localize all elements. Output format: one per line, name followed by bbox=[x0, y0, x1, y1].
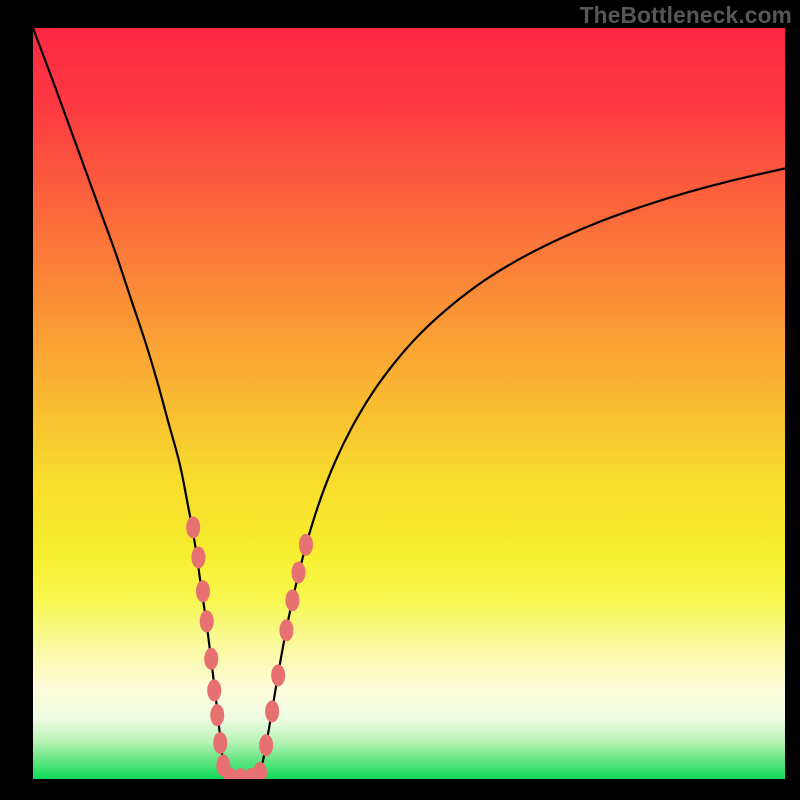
data-marker bbox=[192, 547, 205, 568]
data-marker bbox=[272, 665, 285, 686]
data-marker bbox=[205, 648, 218, 669]
data-marker bbox=[260, 735, 273, 756]
chart-plot-area bbox=[33, 28, 785, 779]
data-marker bbox=[299, 534, 312, 555]
data-marker bbox=[211, 705, 224, 726]
data-marker bbox=[266, 701, 279, 722]
chart-background bbox=[33, 28, 785, 779]
watermark-text: TheBottleneck.com bbox=[580, 2, 792, 29]
data-marker bbox=[214, 732, 227, 753]
chart-svg bbox=[33, 28, 785, 779]
data-marker bbox=[292, 562, 305, 583]
data-marker bbox=[200, 611, 213, 632]
data-marker bbox=[187, 517, 200, 538]
data-marker bbox=[208, 680, 221, 701]
data-marker bbox=[280, 620, 293, 641]
data-marker bbox=[196, 581, 209, 602]
data-marker bbox=[286, 590, 299, 611]
data-marker bbox=[254, 762, 267, 779]
